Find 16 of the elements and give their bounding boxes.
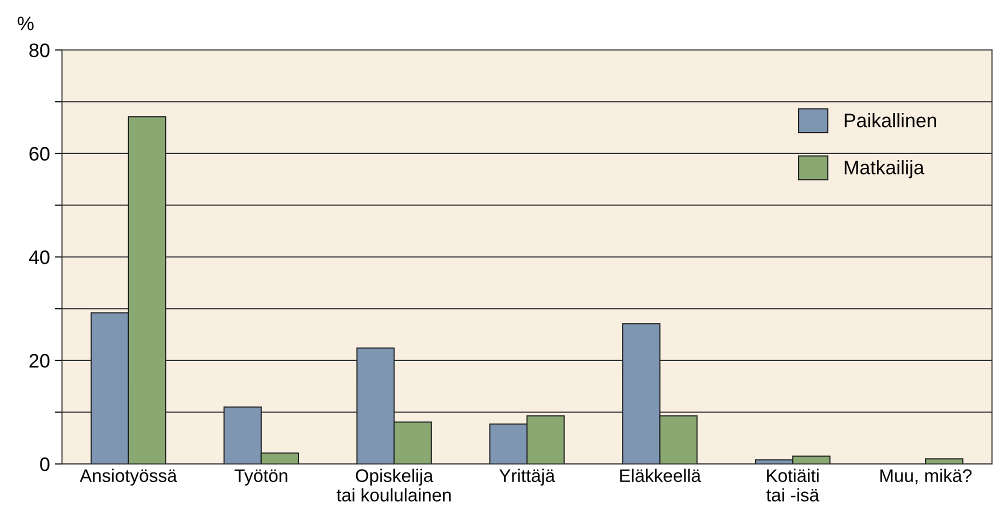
x-tick-label: Opiskelija tai koululainen	[336, 468, 451, 502]
x-tick-label: Yrittäjä	[499, 468, 556, 486]
y-tick-label: 60	[30, 146, 50, 161]
y-axis-title: %	[18, 16, 34, 30]
legend-label: Paikallinen	[844, 113, 936, 128]
y-tick-label: 40	[29, 250, 50, 264]
x-tick-label: Kotiäiti tai -isä	[766, 468, 820, 502]
y-tick-label: 0	[40, 457, 50, 472]
y-tick-label: 80	[29, 43, 50, 58]
x-tick-label: Ansiotyössä	[80, 468, 178, 486]
x-tick-label: Muu, mikä?	[880, 468, 972, 484]
legend-label: Matkailija	[844, 160, 924, 178]
x-tick-label: Eläkkeellä	[620, 468, 702, 482]
bar	[925, 458, 964, 464]
y-tick-label: 20	[30, 354, 50, 368]
x-tick-label: Työtön	[234, 469, 288, 486]
